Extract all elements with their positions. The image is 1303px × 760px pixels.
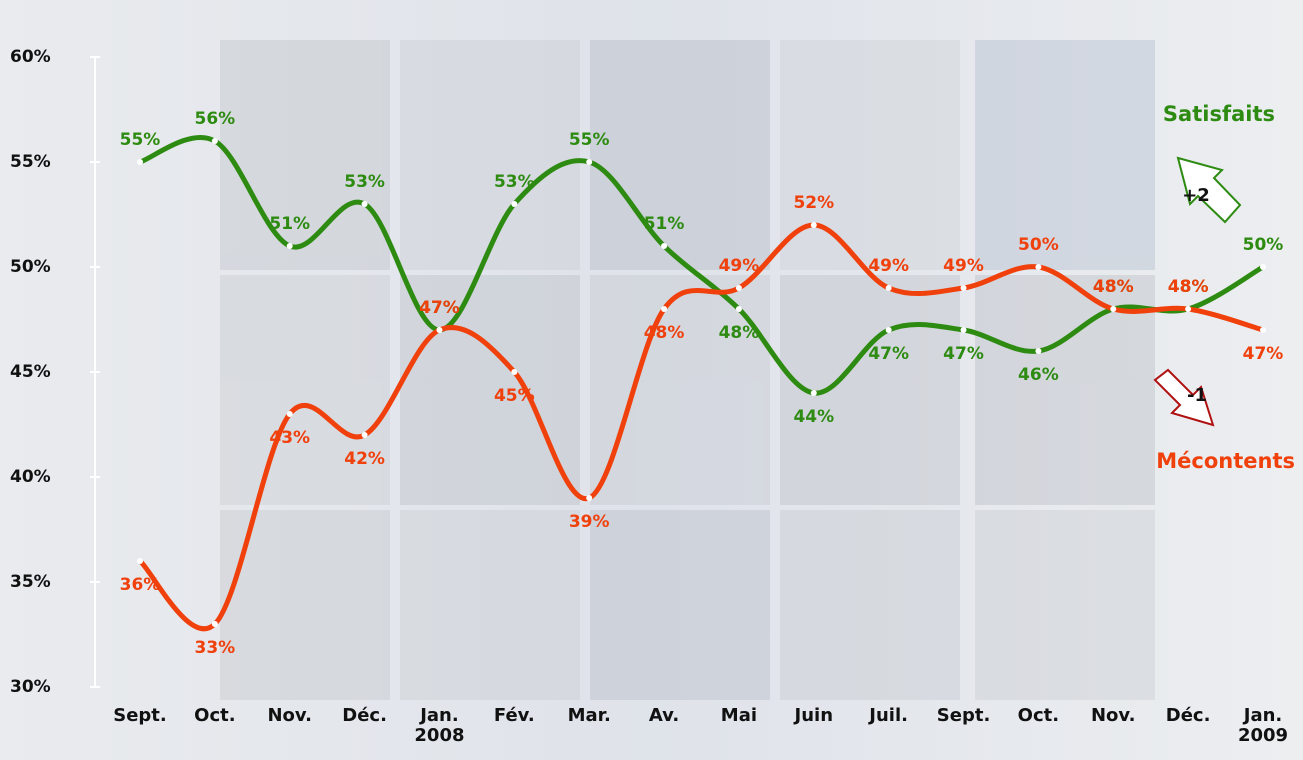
- point: [810, 390, 817, 396]
- data-label: 51%: [269, 214, 310, 234]
- x-tick-label: Oct.: [194, 705, 236, 726]
- legend-label: Satisfaits: [1163, 102, 1275, 126]
- data-label: 47%: [419, 298, 460, 318]
- y-tick-label: 60%: [10, 47, 51, 67]
- data-label: 48%: [1093, 277, 1134, 297]
- point: [286, 411, 293, 417]
- point: [735, 285, 742, 291]
- data-label: 48%: [1093, 277, 1134, 297]
- point: [361, 432, 368, 438]
- annotation: -1: [1187, 385, 1207, 406]
- data-label: 50%: [1243, 235, 1284, 255]
- data-label: 55%: [569, 130, 610, 150]
- data-label: 50%: [1018, 235, 1059, 255]
- x-tick-label: Jan. 2009: [1237, 705, 1289, 746]
- data-label: 49%: [868, 256, 909, 276]
- point: [1110, 306, 1117, 312]
- point: [960, 285, 967, 291]
- data-label: 56%: [195, 109, 236, 129]
- point: [511, 201, 518, 207]
- point: [1260, 327, 1266, 333]
- data-label: 46%: [1018, 365, 1059, 385]
- x-tick-label: Nov.: [267, 705, 312, 726]
- point: [137, 159, 143, 165]
- x-tick-label: Déc.: [342, 705, 387, 726]
- data-label: 43%: [269, 428, 310, 448]
- data-label: 51%: [644, 214, 685, 234]
- x-tick-label: Sept.: [113, 705, 167, 726]
- data-label: 48%: [644, 323, 685, 343]
- x-tick-label: Mar.: [567, 705, 611, 726]
- data-label: 47%: [419, 298, 460, 318]
- data-label: 33%: [195, 638, 236, 658]
- point: [1035, 264, 1042, 270]
- point: [960, 327, 967, 333]
- x-tick-label: Nov.: [1090, 705, 1136, 726]
- point: [810, 222, 817, 228]
- point: [586, 159, 593, 165]
- x-tick-label: Juin: [794, 705, 834, 726]
- y-tick-label: 40%: [10, 467, 51, 487]
- point: [885, 327, 892, 333]
- x-tick-label: Mai: [720, 705, 758, 726]
- point: [1035, 348, 1042, 354]
- data-label: 49%: [719, 256, 760, 276]
- y-tick-label: 45%: [10, 362, 51, 382]
- point: [735, 306, 742, 312]
- data-label: 53%: [344, 172, 385, 192]
- y-tick-label: 35%: [10, 572, 51, 592]
- data-label: 36%: [120, 575, 161, 595]
- point: [511, 369, 518, 375]
- data-label: 47%: [943, 344, 984, 364]
- data-label: 48%: [1168, 277, 1209, 297]
- annotation: +2: [1182, 185, 1210, 206]
- point: [661, 306, 668, 312]
- x-tick-label: Juil.: [869, 705, 908, 726]
- point: [661, 243, 668, 249]
- y-tick-label: 50%: [10, 257, 51, 277]
- background-panels: [220, 40, 1155, 700]
- data-label: 55%: [120, 130, 161, 150]
- data-label: 44%: [793, 407, 834, 427]
- point: [361, 201, 368, 207]
- data-label: 47%: [868, 344, 909, 364]
- x-tick-label: Déc.: [1165, 705, 1211, 726]
- x-tick-label: Sept.: [936, 705, 991, 726]
- point: [1185, 306, 1192, 312]
- data-label: 39%: [569, 512, 610, 532]
- point: [286, 243, 293, 249]
- legend-label: Mécontents: [1156, 449, 1295, 473]
- up-arrow: [1176, 156, 1242, 224]
- data-label: 52%: [793, 193, 834, 213]
- x-tick-label: Fév.: [493, 705, 535, 726]
- data-label: 48%: [1168, 277, 1209, 297]
- data-label: 42%: [344, 449, 385, 469]
- point: [211, 621, 218, 627]
- data-label: 49%: [943, 256, 984, 276]
- point: [1260, 264, 1266, 270]
- point: [885, 285, 892, 291]
- data-label: 48%: [719, 323, 760, 343]
- point: [436, 327, 443, 333]
- point: [211, 138, 218, 144]
- y-tick-label: 55%: [10, 152, 51, 172]
- x-tick-label: Jan. 2008: [414, 705, 465, 746]
- x-tick-label: Oct.: [1017, 705, 1060, 726]
- x-tick-label: Av.: [648, 705, 680, 726]
- data-label: 45%: [494, 386, 535, 406]
- down-arrow: [1153, 368, 1215, 427]
- data-label: 53%: [494, 172, 535, 192]
- y-tick-label: 30%: [10, 677, 51, 697]
- point: [137, 558, 143, 564]
- data-label: 47%: [1243, 344, 1284, 364]
- point: [586, 495, 593, 501]
